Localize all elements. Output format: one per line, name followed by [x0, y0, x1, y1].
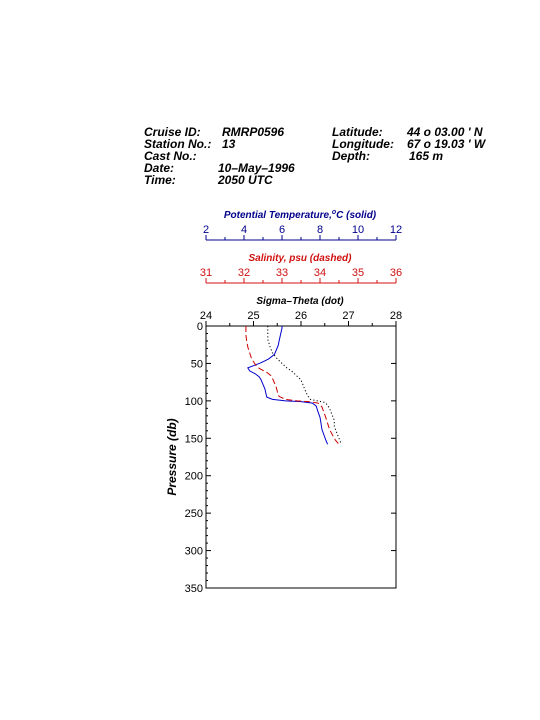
top-axes: Potential Temperature,oC (solid) Salinit… [200, 209, 402, 326]
sal-tick-label: 34 [314, 267, 326, 279]
pressure-tick-label: 0 [197, 321, 203, 333]
depth-label: Depth: [332, 149, 370, 163]
temp-profile-line [247, 326, 329, 445]
sal-tick-label: 31 [200, 267, 212, 279]
pressure-tick-label: 200 [185, 471, 203, 483]
date-label: Date: [144, 161, 174, 175]
cast-header: Cruise ID: RMRP0596 Station No.: 13 Cast… [144, 125, 487, 187]
cruise-id-value: RMRP0596 [222, 125, 284, 139]
longitude-label: Longitude: [332, 137, 394, 151]
date-value: 10–May–1996 [218, 161, 295, 175]
sal-profile-line [245, 326, 340, 445]
temp-tick-label: 6 [279, 224, 285, 236]
sal-tick-label: 33 [276, 267, 288, 279]
sal-tick-label: 35 [352, 267, 364, 279]
sig-tick-label: 28 [390, 310, 402, 322]
temp-tick-label: 12 [390, 224, 402, 236]
profile-series [245, 326, 342, 445]
pressure-tick-label: 150 [185, 433, 203, 445]
cruise-id-label: Cruise ID: [144, 125, 201, 139]
time-value: 2050 UTC [217, 173, 273, 187]
sigma-theta-axis-title: Sigma–Theta (dot) [256, 296, 344, 307]
sig-tick-label: 27 [342, 310, 354, 322]
latitude-label: Latitude: [332, 125, 383, 139]
pressure-axis: Pressure (db) 0 50 100 150 200 250 300 350 [165, 321, 396, 595]
temp-tick-label: 8 [317, 224, 323, 236]
latitude-value: 44 o 03.00 ' N [406, 125, 483, 139]
cast-label: Cast No.: [144, 149, 197, 163]
longitude-value: 67 o 19.03 ' W [407, 137, 487, 151]
sig-tick-label: 25 [247, 310, 259, 322]
sig-tick-label: 26 [295, 310, 307, 322]
sal-tick-label: 32 [238, 267, 250, 279]
time-label: Time: [144, 173, 176, 187]
pressure-tick-label: 250 [185, 508, 203, 520]
pressure-tick-label: 350 [185, 583, 203, 595]
sig-profile-line [267, 326, 342, 445]
pressure-tick-label: 300 [185, 546, 203, 558]
station-value: 13 [222, 137, 236, 151]
depth-value: 165 m [409, 149, 443, 163]
plot-frame [205, 325, 397, 589]
salinity-axis-title: Salinity, psu (dashed) [249, 253, 353, 264]
pressure-tick-label: 50 [191, 358, 203, 370]
sig-tick-label: 24 [200, 310, 212, 322]
temp-tick-label: 2 [203, 224, 209, 236]
station-label: Station No.: [144, 137, 211, 151]
temperature-axis-title: Potential Temperature,oC (solid) [224, 209, 377, 221]
pressure-axis-title: Pressure (db) [165, 418, 179, 495]
temp-tick-label: 10 [352, 224, 364, 236]
pressure-tick-label: 100 [185, 396, 203, 408]
sal-tick-label: 36 [390, 267, 402, 279]
temp-tick-label: 4 [241, 224, 247, 236]
